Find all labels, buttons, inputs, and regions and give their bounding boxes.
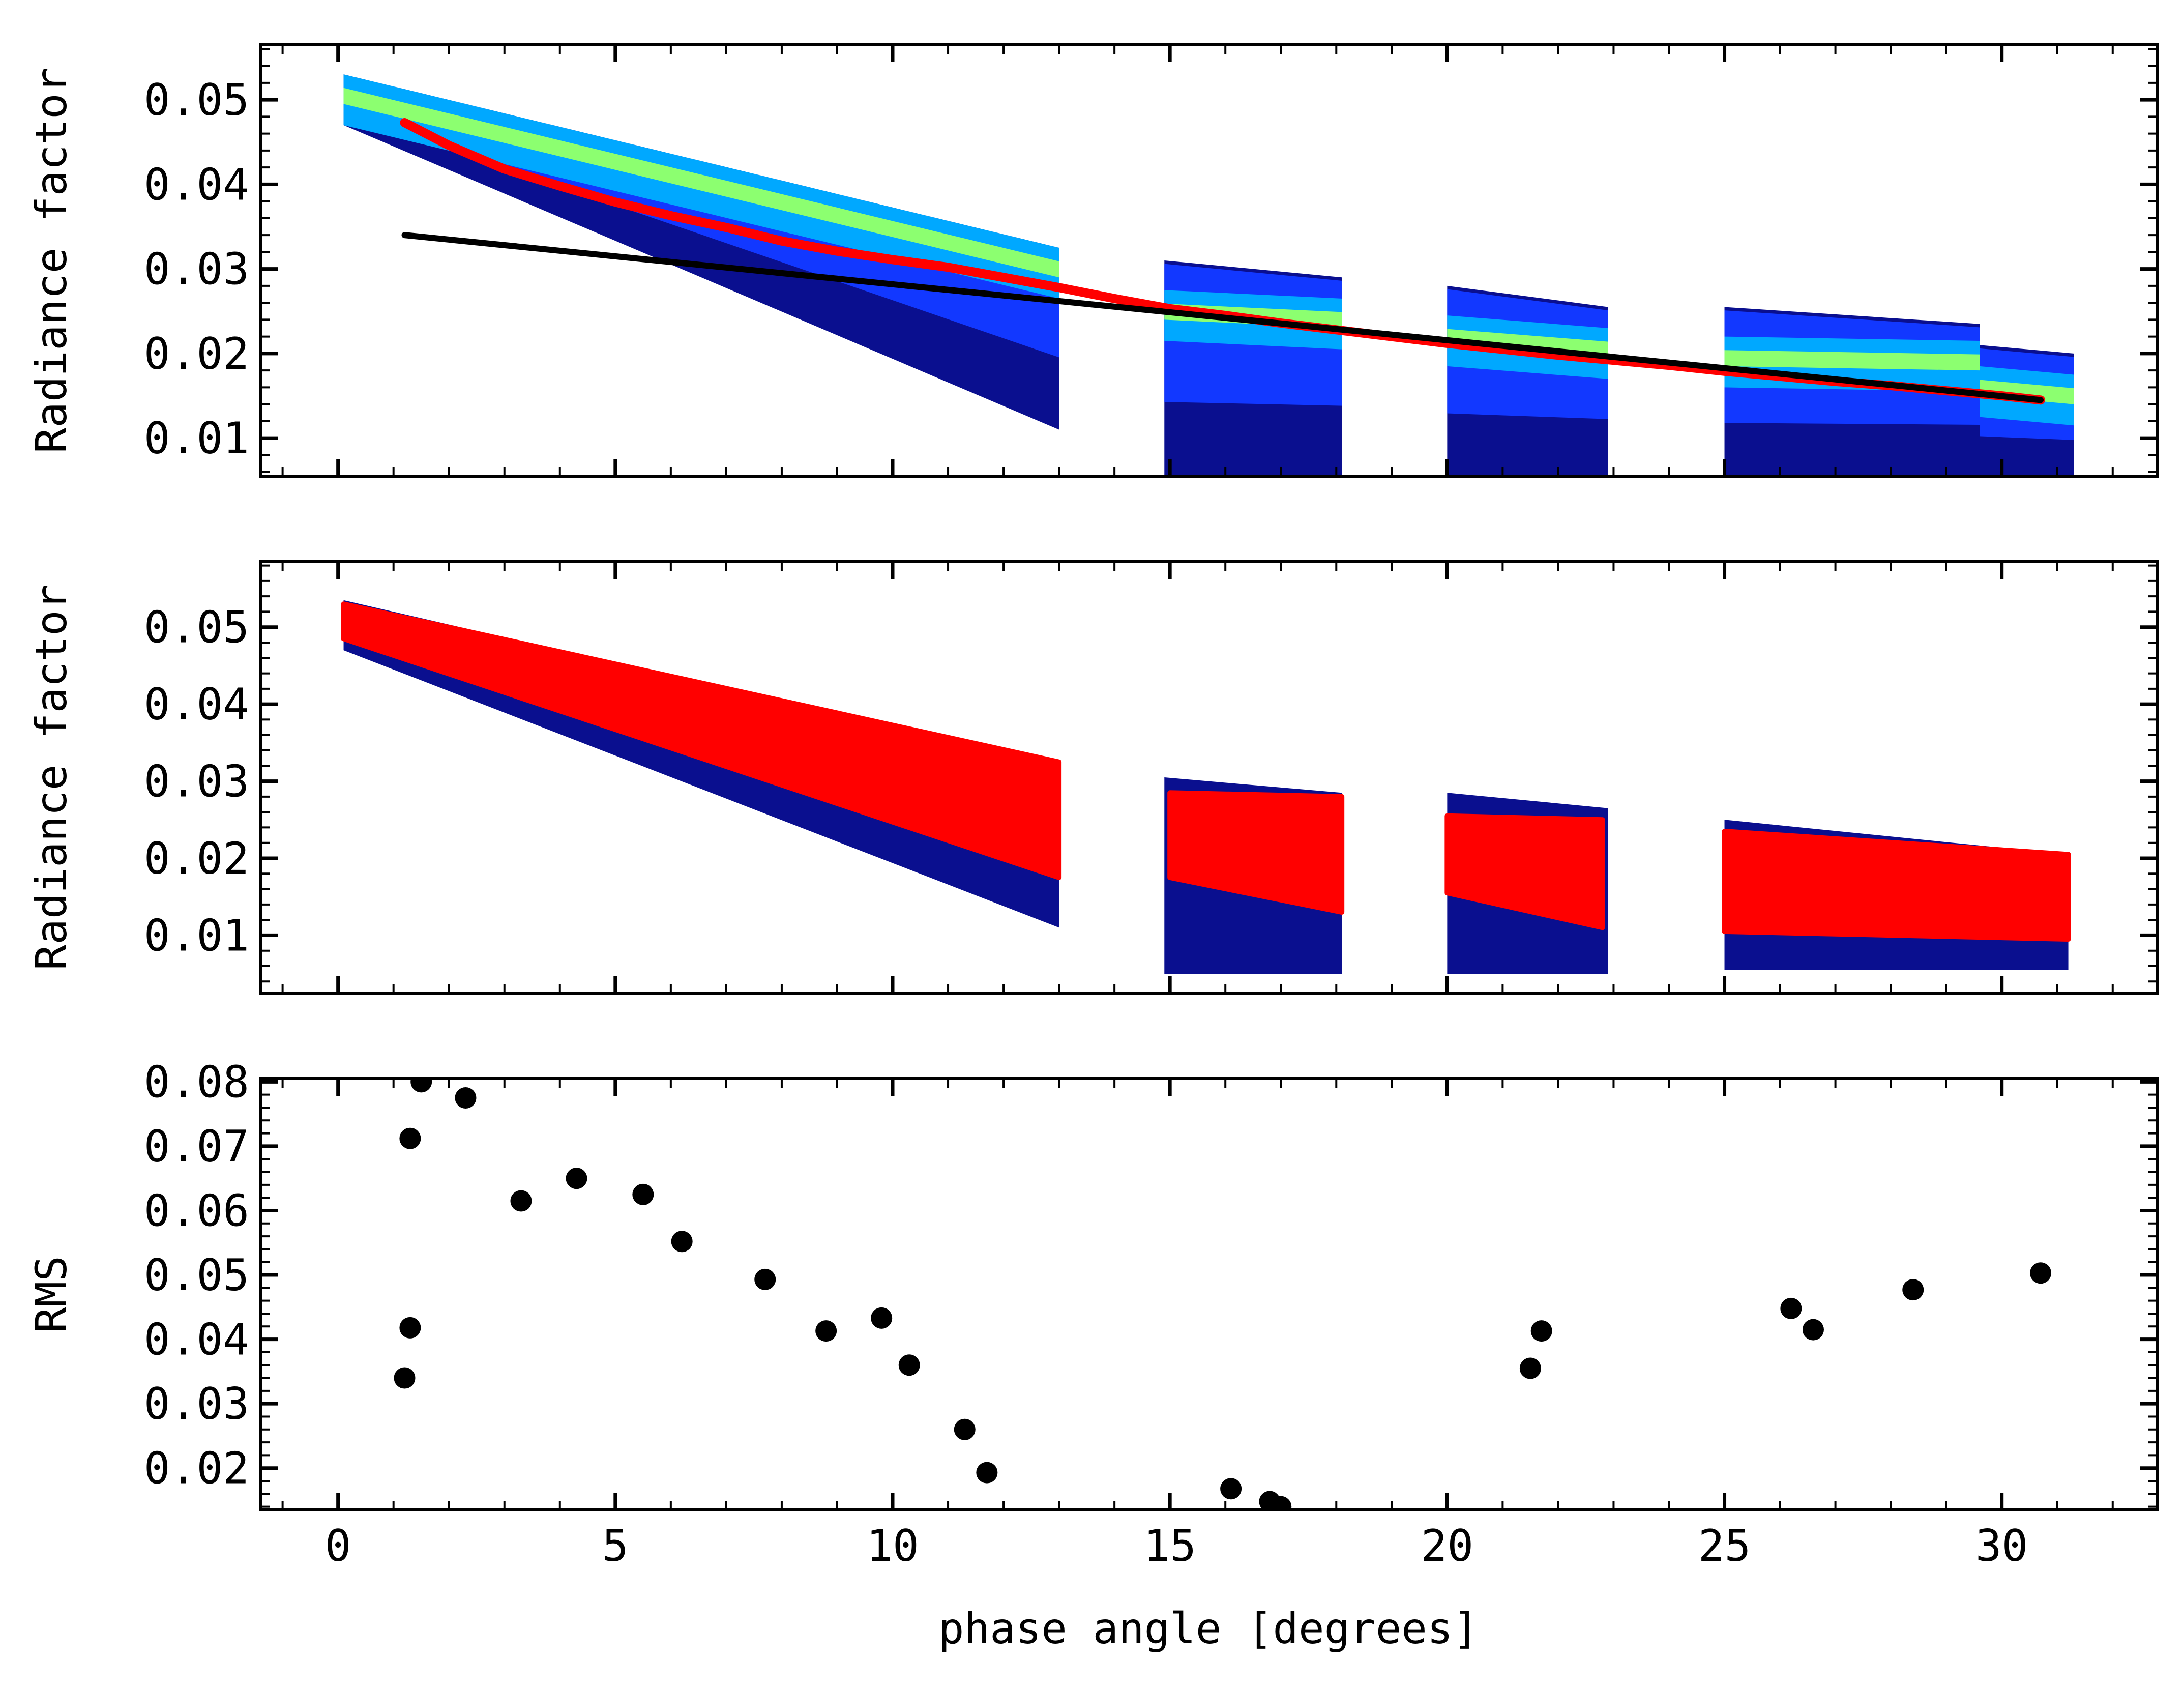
density-cluster-green — [343, 88, 1059, 278]
y-tick-label: 0.05 — [144, 602, 249, 653]
rms-point — [1220, 1478, 1242, 1500]
rms-point — [2030, 1262, 2052, 1284]
y-tick-label: 0.05 — [144, 75, 249, 126]
y-tick-label: 0.05 — [144, 1250, 249, 1301]
x-tick-label: 5 — [602, 1521, 629, 1572]
rms-point — [455, 1087, 477, 1109]
rms-point — [1780, 1297, 1802, 1319]
y-tick-label: 0.08 — [144, 1057, 249, 1108]
linear-fit-line — [401, 232, 2044, 403]
rms-point — [399, 1127, 421, 1149]
middle-model-layer — [341, 601, 2071, 942]
rms-point — [1519, 1357, 1541, 1379]
rms-point — [871, 1307, 893, 1329]
x-tick-label: 25 — [1698, 1521, 1751, 1572]
panel-top: 0.01 0.02 0.03 0.04 0.05 Radiance factor — [26, 43, 2159, 478]
middle-ylabel: Radiance factor — [26, 585, 76, 971]
x-tick-label: 30 — [1975, 1521, 2028, 1572]
x-tick-label: 10 — [866, 1521, 919, 1572]
rms-point — [815, 1320, 837, 1342]
rms-point — [898, 1354, 920, 1376]
bottom-ticks: 0 5 10 15 20 25 30 0.02 0.03 0.04 0.05 0.06 0.07 0.08 — [144, 1057, 2157, 1572]
y-tick-label: 0.01 — [144, 910, 249, 961]
bottom-ylabel: RMS — [26, 1256, 76, 1333]
rms-point — [632, 1183, 654, 1205]
rms-point — [1902, 1279, 1924, 1301]
model-band — [1444, 813, 1605, 930]
panel-bottom: 0 5 10 15 20 25 30 0.02 0.03 0.04 0.05 0.06 0.07 0.08… — [26, 1057, 2159, 1653]
density-cluster-green — [1724, 350, 1980, 371]
model-band — [1167, 790, 1345, 915]
y-tick-label: 0.03 — [144, 1379, 249, 1430]
top-density-layer — [343, 74, 2074, 476]
x-tick-label: 20 — [1421, 1521, 1474, 1572]
rms-point — [399, 1317, 421, 1339]
rms-point — [1802, 1319, 1824, 1341]
rms-point — [410, 1079, 432, 1093]
y-tick-label: 0.06 — [144, 1185, 249, 1236]
top-ylabel: Radiance factor — [26, 68, 76, 454]
bottom-xlabel: phase angle [degrees] — [938, 1604, 1479, 1653]
middle-axes-frame — [259, 560, 2159, 995]
rms-point — [510, 1190, 532, 1212]
rms-point — [754, 1268, 776, 1290]
rms-point — [1530, 1320, 1552, 1342]
rms-point — [566, 1168, 587, 1189]
y-tick-label: 0.04 — [144, 679, 249, 730]
y-tick-label: 0.02 — [144, 833, 249, 884]
rms-point — [976, 1462, 998, 1484]
model-band — [341, 601, 1062, 880]
y-tick-label: 0.04 — [144, 1315, 249, 1365]
rms-point — [394, 1367, 416, 1389]
y-tick-label: 0.07 — [144, 1121, 249, 1172]
bottom-axes-frame — [259, 1077, 2159, 1511]
rms-point — [954, 1418, 976, 1440]
y-tick-label: 0.01 — [144, 413, 249, 464]
y-tick-label: 0.02 — [144, 329, 249, 380]
top-series-layer — [400, 118, 2046, 405]
model-band — [1722, 829, 2071, 942]
x-tick-label: 15 — [1143, 1521, 1196, 1572]
y-tick-label: 0.02 — [144, 1443, 249, 1494]
density-cluster-green — [1980, 380, 2074, 404]
panel-middle: 0.01 0.02 0.03 0.04 0.05 Radiance factor — [26, 560, 2159, 995]
y-tick-label: 0.03 — [144, 244, 249, 295]
x-tick-label: 0 — [325, 1521, 351, 1572]
y-tick-label: 0.04 — [144, 159, 249, 210]
y-tick-label: 0.03 — [144, 757, 249, 807]
bottom-points-layer — [394, 1079, 2052, 1510]
top-axes-frame — [259, 43, 2159, 478]
rms-point — [671, 1231, 693, 1253]
